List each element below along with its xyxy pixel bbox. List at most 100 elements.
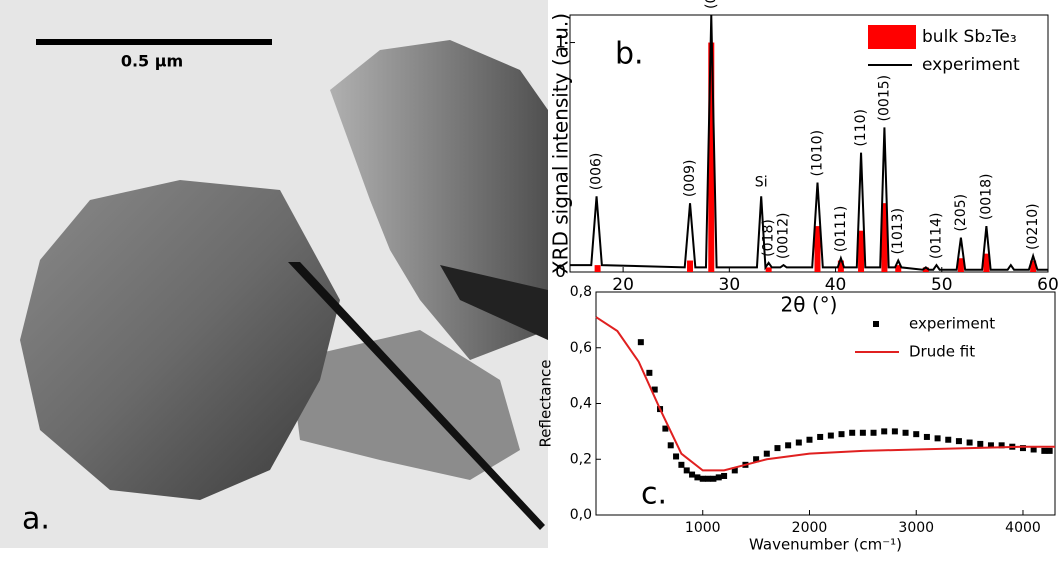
legend-label: experiment xyxy=(909,315,995,333)
point xyxy=(870,429,877,436)
bar xyxy=(858,230,865,272)
point xyxy=(715,474,722,481)
peak-label: (0018) xyxy=(978,174,994,221)
point xyxy=(673,453,680,460)
bar xyxy=(708,42,715,273)
bar xyxy=(895,265,902,272)
plot-frame xyxy=(569,14,1049,273)
x-tick-label: 30 xyxy=(719,275,741,295)
peak-label: (018) xyxy=(761,219,777,257)
flake-hexagon xyxy=(20,180,340,500)
x-tick-label: 60 xyxy=(1037,275,1059,295)
line xyxy=(595,316,1055,472)
point xyxy=(678,461,685,468)
legend-label: Drude fit xyxy=(909,343,975,361)
point xyxy=(774,445,781,452)
point xyxy=(817,433,824,440)
point xyxy=(785,442,792,449)
point xyxy=(637,339,644,346)
peak-label: (0210) xyxy=(1025,203,1041,250)
point xyxy=(689,471,696,478)
point xyxy=(763,450,770,457)
point xyxy=(683,467,690,474)
point xyxy=(859,429,866,436)
peak-label: (015) xyxy=(703,0,719,9)
point xyxy=(923,433,930,440)
y-tick-label: 0,8 xyxy=(570,284,592,300)
bar xyxy=(765,267,772,272)
point xyxy=(987,442,994,449)
peak-label: (006) xyxy=(589,153,605,191)
peak-label: (0111) xyxy=(833,206,849,253)
x-tick-label: 3000 xyxy=(898,520,934,536)
peak-label: Si xyxy=(755,174,768,190)
point xyxy=(694,474,701,481)
point xyxy=(753,456,760,463)
point xyxy=(955,438,962,445)
point xyxy=(945,436,952,443)
rod xyxy=(440,265,548,340)
peak-label: (0012) xyxy=(776,213,792,260)
x-tick-label: 4000 xyxy=(1005,520,1041,536)
point xyxy=(881,428,888,435)
tem-image: 0.5 µm a. xyxy=(0,0,548,548)
bar xyxy=(983,253,990,272)
point xyxy=(806,436,813,443)
y-tick-label: 0,2 xyxy=(570,451,592,467)
peak-label: (0015) xyxy=(876,75,892,122)
x-tick-label: 20 xyxy=(612,275,634,295)
point xyxy=(646,369,653,376)
bar xyxy=(881,203,888,272)
point xyxy=(913,431,920,438)
bar xyxy=(687,260,694,272)
legend-swatch xyxy=(868,25,916,49)
legend-label: bulk Sb₂Te₃ xyxy=(922,27,1017,47)
bar xyxy=(837,260,844,272)
bar xyxy=(814,226,821,272)
y-tick-label: 0,0 xyxy=(570,507,592,523)
panel-label: c. xyxy=(641,477,667,512)
x-axis-label: 2θ (°) xyxy=(781,293,838,317)
peak-label: (1013) xyxy=(890,208,906,255)
point xyxy=(710,475,717,482)
point xyxy=(1030,446,1037,453)
point xyxy=(891,428,898,435)
point xyxy=(838,431,845,438)
y-tick-label: 0 xyxy=(555,262,566,282)
peak-label: (205) xyxy=(953,194,969,232)
point xyxy=(1046,447,1053,454)
legend-label: experiment xyxy=(922,55,1020,75)
legend-swatch xyxy=(873,321,879,327)
point xyxy=(902,429,909,436)
point xyxy=(849,429,856,436)
x-tick-label: 40 xyxy=(825,275,847,295)
point xyxy=(721,472,728,479)
point xyxy=(998,442,1005,449)
y-tick-label: 0,4 xyxy=(570,396,592,412)
peak-label: (110) xyxy=(853,109,869,147)
line xyxy=(570,14,1048,271)
point xyxy=(705,475,712,482)
peak-label: (1010) xyxy=(809,130,825,177)
peak-label: (0114) xyxy=(928,213,944,260)
bar xyxy=(1030,260,1037,272)
panel-label: a. xyxy=(22,502,50,537)
point xyxy=(1019,445,1026,452)
panel-label: b. xyxy=(615,37,644,72)
x-tick-label: 50 xyxy=(931,275,953,295)
point xyxy=(977,440,984,447)
point xyxy=(966,439,973,446)
point xyxy=(731,467,738,474)
x-axis-label: Wavenumber (cm⁻¹) xyxy=(749,536,902,554)
y-axis-label: Reflectance xyxy=(537,360,555,448)
bar xyxy=(957,258,964,272)
point xyxy=(667,442,674,449)
scale-label: 0.5 µm xyxy=(121,52,183,71)
x-tick-label: 1000 xyxy=(685,520,721,536)
point xyxy=(827,432,834,439)
bar xyxy=(594,265,601,272)
point xyxy=(651,386,658,393)
peak-label: (009) xyxy=(682,160,698,198)
bar xyxy=(922,267,929,272)
